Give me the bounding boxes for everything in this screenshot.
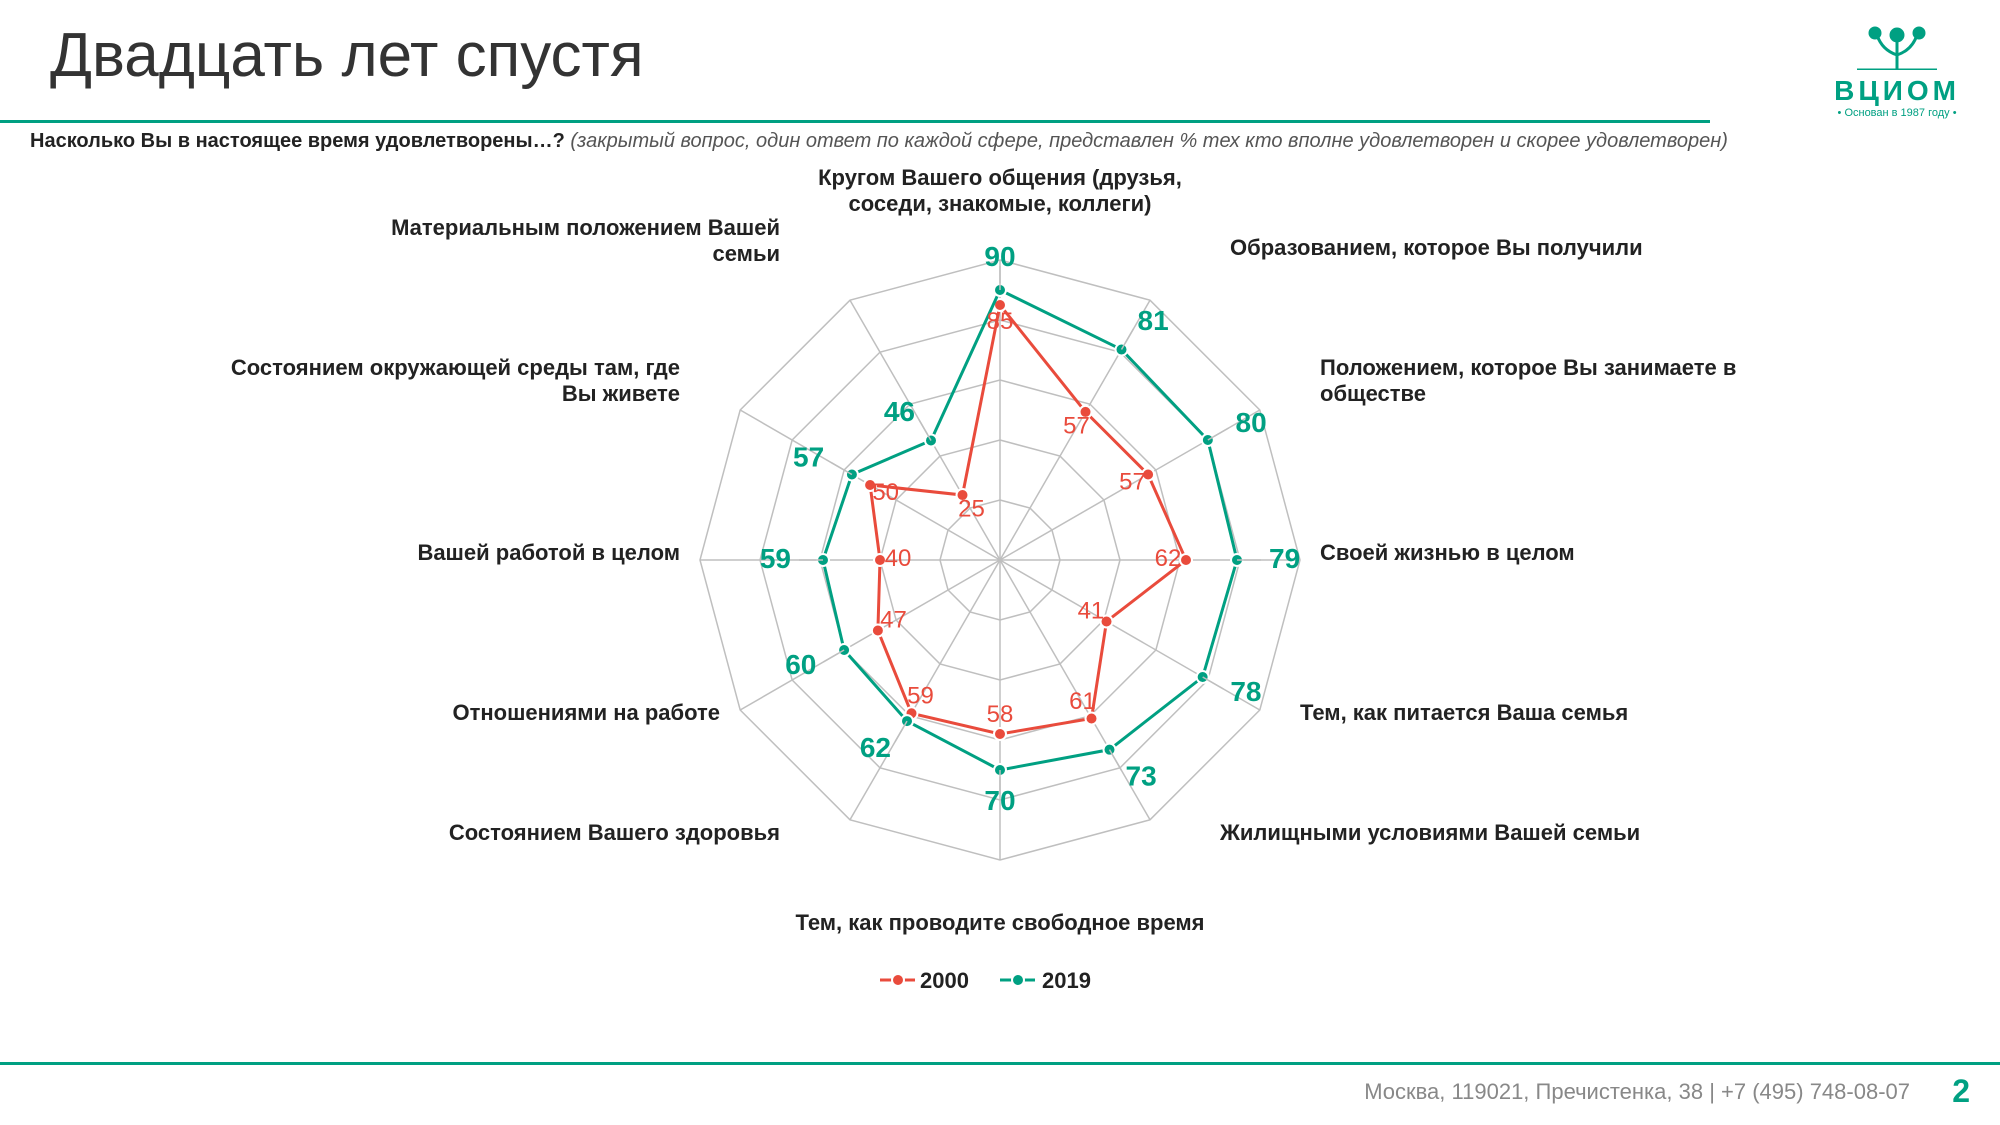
svg-text:25: 25 <box>958 496 985 523</box>
svg-text:Материальным положением Вашей: Материальным положением Вашей <box>391 215 780 240</box>
footer-address: Москва, 119021, Пречистенка, 38 | +7 (49… <box>1364 1079 1910 1105</box>
svg-text:47: 47 <box>880 607 907 634</box>
svg-text:2000: 2000 <box>920 968 969 993</box>
bottom-rule <box>0 1062 2000 1065</box>
svg-text:Отношениями на работе: Отношениями на работе <box>452 700 720 725</box>
radar-chart: 90 85 81 57 80 57 79 62 78 41 73 61 70 58 62 59 60 47 59 40… <box>0 160 2000 1040</box>
svg-text:70: 70 <box>984 785 1015 816</box>
svg-text:Тем, как проводите свободное в: Тем, как проводите свободное время <box>795 910 1204 935</box>
svg-text:73: 73 <box>1126 760 1157 791</box>
svg-text:Вы живете: Вы живете <box>562 381 680 406</box>
svg-text:Вашей работой в целом: Вашей работой в целом <box>417 540 680 565</box>
svg-text:62: 62 <box>1155 545 1182 572</box>
logo: ВЦИОМ • Основан в 1987 году • <box>1834 20 1960 119</box>
svg-text:80: 80 <box>1236 407 1267 438</box>
svg-text:обществе: обществе <box>1320 381 1426 406</box>
logo-icon <box>1837 20 1957 70</box>
svg-text:85: 85 <box>987 308 1014 335</box>
svg-text:соседи, знакомые, коллеги): соседи, знакомые, коллеги) <box>849 191 1152 216</box>
svg-text:2019: 2019 <box>1042 968 1091 993</box>
subtitle-bold: Насколько Вы в настоящее время удовлетво… <box>30 130 565 152</box>
svg-text:58: 58 <box>987 701 1014 728</box>
svg-text:90: 90 <box>984 241 1015 272</box>
page-title: Двадцать лет спустя <box>50 20 644 91</box>
svg-text:41: 41 <box>1078 598 1105 625</box>
logo-subtitle: • Основан в 1987 году • <box>1834 107 1960 119</box>
svg-text:семьи: семьи <box>712 241 780 266</box>
svg-text:Кругом Вашего общения (друзья,: Кругом Вашего общения (друзья, <box>818 165 1182 190</box>
svg-text:Положением, которое Вы занимае: Положением, которое Вы занимаете в <box>1320 355 1736 380</box>
svg-text:Жилищными условиями Вашей семь: Жилищными условиями Вашей семьи <box>1219 820 1640 845</box>
svg-text:59: 59 <box>760 543 791 574</box>
svg-text:62: 62 <box>860 732 891 763</box>
svg-text:Состоянием Вашего здоровья: Состоянием Вашего здоровья <box>449 820 780 845</box>
svg-text:59: 59 <box>907 683 934 710</box>
svg-text:Тем, как питается Ваша семья: Тем, как питается Ваша семья <box>1300 700 1628 725</box>
svg-text:40: 40 <box>885 545 912 572</box>
top-rule <box>0 120 1710 123</box>
svg-text:Своей жизнью в целом: Своей жизнью в целом <box>1320 540 1575 565</box>
subtitle-italic: (закрытый вопрос, один ответ по каждой с… <box>565 130 1728 152</box>
svg-text:57: 57 <box>1063 412 1090 439</box>
svg-text:81: 81 <box>1138 305 1169 336</box>
svg-text:50: 50 <box>872 479 899 506</box>
question-subtitle: Насколько Вы в настоящее время удовлетво… <box>30 130 1728 153</box>
svg-text:57: 57 <box>793 442 824 473</box>
logo-text: ВЦИОМ <box>1834 75 1960 107</box>
svg-text:78: 78 <box>1230 676 1261 707</box>
svg-text:Состоянием окружающей среды та: Состоянием окружающей среды там, где <box>231 355 680 380</box>
svg-text:46: 46 <box>884 396 915 427</box>
svg-text:61: 61 <box>1069 688 1096 715</box>
svg-text:57: 57 <box>1119 469 1146 496</box>
svg-text:60: 60 <box>785 649 816 680</box>
page-number: 2 <box>1952 1073 1970 1110</box>
svg-text:79: 79 <box>1269 543 1300 574</box>
svg-text:Образованием, которое Вы получ: Образованием, которое Вы получили <box>1230 235 1643 260</box>
